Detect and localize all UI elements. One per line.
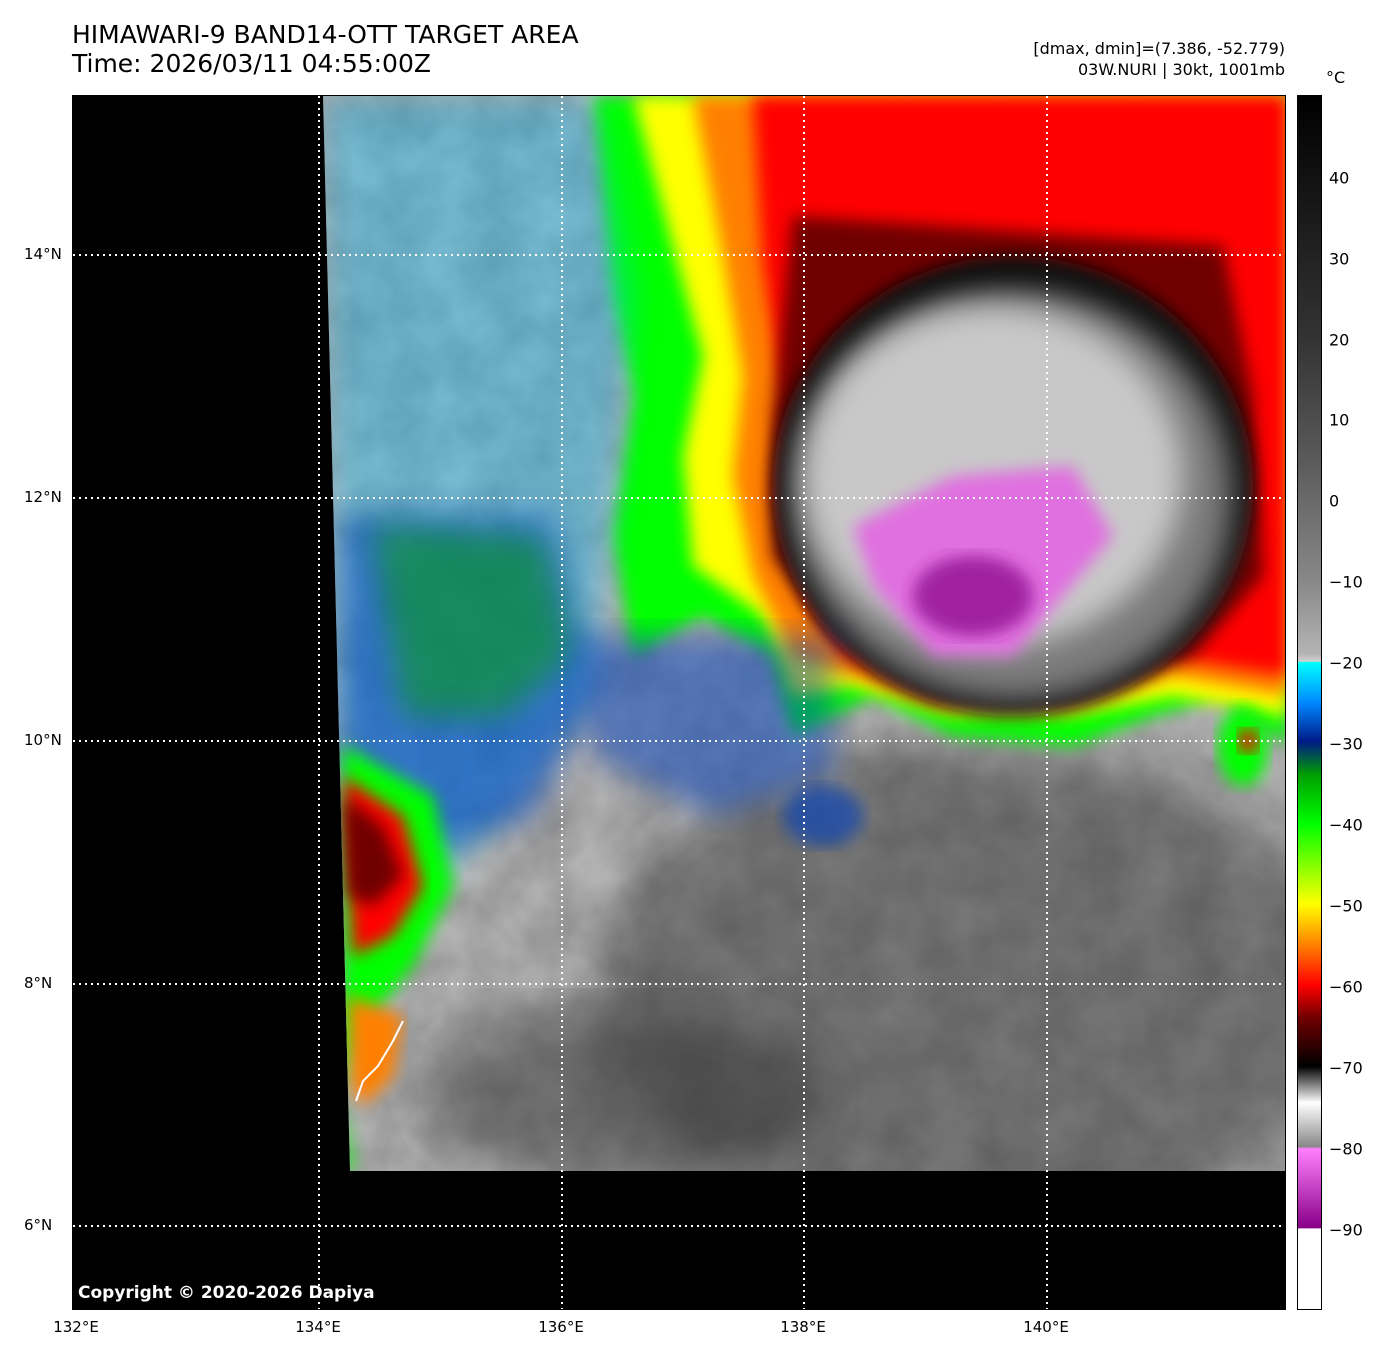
grid-lines: [73, 96, 1285, 1309]
colorbar-tick: −10: [1329, 572, 1363, 592]
satellite-image: [73, 96, 1285, 1309]
title-block: HIMAWARI-9 BAND14-OTT TARGET AREA Time: …: [72, 20, 579, 78]
colorbar-tick: −80: [1329, 1139, 1363, 1159]
lon-tick-140: 140°E: [1023, 1318, 1069, 1336]
coastline: [355, 1020, 404, 1102]
colorbar-tick: −50: [1329, 896, 1363, 916]
colorbar-unit: °C: [1326, 68, 1346, 87]
colorbar-tick: 20: [1329, 330, 1350, 350]
lon-tick-134: 134°E: [295, 1318, 341, 1336]
colorbar-tick: −30: [1329, 734, 1363, 754]
meta-block: [dmax, dmin]=(7.386, -52.779) 03W.NURI |…: [1033, 38, 1285, 80]
colorbar-tick: 0: [1329, 491, 1340, 511]
copyright: Copyright © 2020-2026 Dapiya: [78, 1283, 375, 1303]
chart-title: HIMAWARI-9 BAND14-OTT TARGET AREA: [72, 20, 579, 49]
lon-tick-136: 136°E: [538, 1318, 584, 1336]
lat-tick-8: 8°N: [24, 974, 53, 992]
colorbar-tick: −70: [1329, 1058, 1363, 1078]
dmax-dmin-label: [dmax, dmin]=(7.386, -52.779): [1033, 39, 1285, 58]
satellite-map[interactable]: Copyright © 2020-2026 Dapiya: [72, 95, 1286, 1310]
colorbar-tick: −20: [1329, 653, 1363, 673]
colorbar-tick: 10: [1329, 410, 1350, 430]
lon-tick-138: 138°E: [780, 1318, 826, 1336]
lat-tick-10: 10°N: [24, 731, 62, 749]
storm-info: 03W.NURI | 30kt, 1001mb: [1077, 60, 1285, 79]
lat-tick-12: 12°N: [24, 488, 62, 506]
colorbar-tick: 40: [1329, 168, 1350, 188]
lat-tick-6: 6°N: [24, 1216, 53, 1234]
colorbar-tick: −60: [1329, 977, 1363, 997]
lat-tick-14: 14°N: [24, 245, 62, 263]
colorbar-tick: 30: [1329, 249, 1350, 269]
timestamp: Time: 2026/03/11 04:55:00Z: [72, 49, 431, 78]
colorbar-tick: −90: [1329, 1220, 1363, 1240]
colorbar-tick: −40: [1329, 815, 1363, 835]
lon-tick-132: 132°E: [53, 1318, 99, 1336]
colorbar: [1297, 95, 1322, 1310]
